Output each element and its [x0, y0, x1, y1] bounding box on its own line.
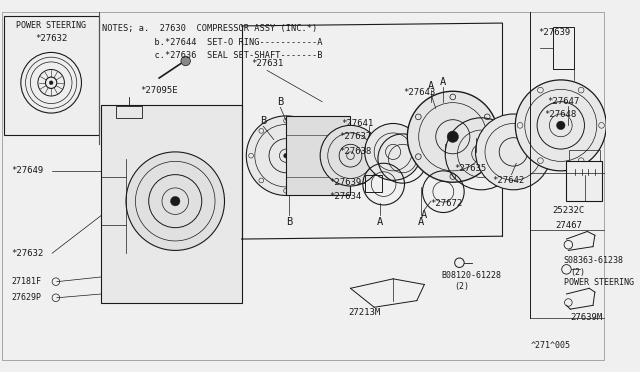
Circle shape	[284, 153, 289, 158]
Text: *27647: *27647	[547, 97, 580, 106]
Text: ^271^005: ^271^005	[531, 341, 570, 350]
Text: POWER STEERING: POWER STEERING	[16, 22, 86, 31]
Circle shape	[407, 91, 499, 182]
Circle shape	[447, 131, 458, 142]
Text: *27635: *27635	[454, 164, 487, 173]
Text: *27638: *27638	[339, 147, 371, 156]
Text: B08120-61228: B08120-61228	[442, 270, 501, 279]
Text: 27213M: 27213M	[349, 308, 381, 317]
Text: A: A	[417, 217, 424, 227]
Circle shape	[365, 124, 422, 180]
Text: *27648: *27648	[545, 109, 577, 119]
Bar	[101, 105, 241, 304]
Text: B: B	[277, 97, 284, 107]
Text: b.*27644  SET-O RING-----------A: b.*27644 SET-O RING-----------A	[102, 38, 323, 46]
Circle shape	[515, 80, 606, 171]
Text: *27632: *27632	[35, 34, 67, 43]
Text: 27467: 27467	[555, 221, 582, 230]
Text: 27639M: 27639M	[570, 313, 602, 322]
Text: *27639: *27639	[538, 28, 570, 37]
Text: 25232C: 25232C	[552, 206, 584, 215]
Text: POWER STEERING: POWER STEERING	[564, 278, 634, 287]
Text: B: B	[286, 217, 292, 227]
Text: A: A	[440, 77, 447, 87]
Text: c.*27636  SEAL SET-SHAFT-------B: c.*27636 SEAL SET-SHAFT-------B	[102, 51, 323, 60]
Bar	[365, 174, 381, 192]
Bar	[553, 27, 574, 68]
Circle shape	[476, 114, 551, 190]
Bar	[570, 150, 600, 161]
Text: (2): (2)	[454, 282, 470, 291]
Text: *27632: *27632	[12, 249, 44, 258]
Text: B: B	[260, 116, 266, 126]
Text: *27639: *27639	[330, 178, 362, 187]
Text: (2): (2)	[570, 268, 585, 277]
Circle shape	[181, 56, 191, 66]
Text: *27641: *27641	[341, 119, 373, 128]
Bar	[286, 116, 351, 195]
Text: A: A	[428, 81, 434, 91]
Text: 27181F: 27181F	[12, 277, 42, 286]
Bar	[116, 106, 142, 118]
Text: 27629P: 27629P	[12, 293, 42, 302]
Text: NOTES; a.  27630  COMPRESSOR ASSY (INC.*): NOTES; a. 27630 COMPRESSOR ASSY (INC.*)	[102, 24, 317, 33]
Bar	[4, 16, 99, 135]
Text: S08363-61238: S08363-61238	[564, 256, 623, 265]
Circle shape	[557, 121, 565, 129]
Text: *27643: *27643	[404, 88, 436, 97]
Text: *27672: *27672	[430, 199, 462, 208]
Text: *27095E: *27095E	[140, 86, 178, 95]
Text: *27637: *27637	[339, 132, 371, 141]
Circle shape	[126, 152, 225, 250]
Text: A: A	[377, 217, 383, 227]
Text: *27642: *27642	[493, 176, 525, 185]
Text: A: A	[421, 210, 428, 220]
Circle shape	[320, 125, 381, 186]
Text: *27649: *27649	[12, 166, 44, 175]
Circle shape	[246, 116, 326, 195]
Text: *27634: *27634	[330, 192, 362, 201]
Text: *27631: *27631	[251, 59, 284, 68]
Circle shape	[49, 81, 53, 85]
Bar	[566, 161, 602, 201]
Circle shape	[170, 196, 180, 206]
